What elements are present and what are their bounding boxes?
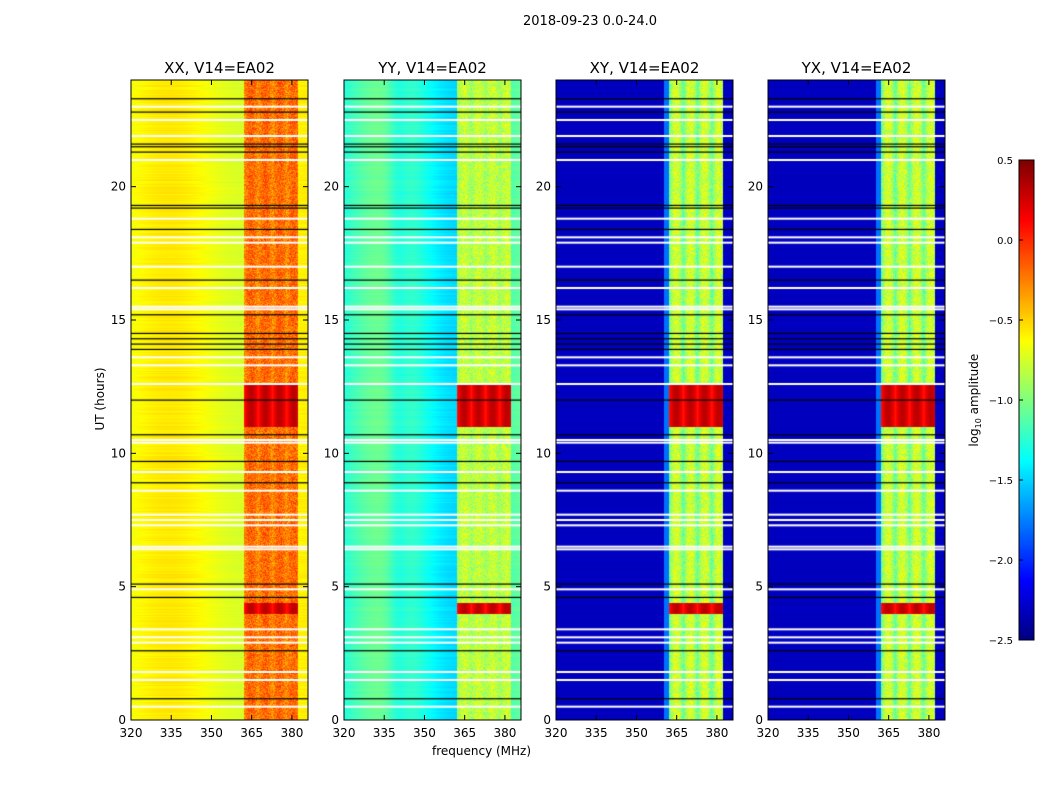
- panel-frame: [130, 79, 309, 721]
- y-tick-label: 10: [324, 446, 339, 460]
- y-tick-label: 0: [118, 713, 126, 727]
- colorbar-tick-label: −2.0: [989, 556, 1013, 567]
- x-tick-label: 335: [797, 726, 820, 740]
- colorbar: [1019, 160, 1034, 640]
- y-tick-label: 15: [324, 313, 339, 327]
- panel-title-xy: XY, V14=EA02: [589, 59, 700, 77]
- x-tick-label: 320: [757, 726, 780, 740]
- y-tick-label: 20: [324, 180, 339, 194]
- y-tick-label: 5: [755, 580, 763, 594]
- colorbar-label: log10 amplitude: [966, 353, 984, 447]
- x-tick-label: 320: [333, 726, 356, 740]
- panel-title-yy: YY, V14=EA02: [378, 59, 487, 77]
- y-tick-label: 10: [748, 446, 763, 460]
- y-tick-label: 5: [543, 580, 551, 594]
- y-tick-label: 0: [755, 713, 763, 727]
- colorbar-tick-label: −2.5: [989, 636, 1013, 647]
- colorbar-tick-label: 0.5: [997, 156, 1013, 167]
- y-tick-label: 20: [536, 180, 551, 194]
- x-tick-label: 320: [545, 726, 568, 740]
- x-tick-label: 350: [200, 726, 223, 740]
- x-tick-label: 380: [280, 726, 303, 740]
- x-tick-label: 320: [120, 726, 143, 740]
- colorbar-tick-label: 0.0: [997, 236, 1013, 247]
- figure-title: 2018-09-23 0.0-24.0: [523, 14, 657, 29]
- x-tick-label: 365: [877, 726, 900, 740]
- panel-frame: [767, 79, 946, 721]
- x-tick-label: 335: [585, 726, 608, 740]
- x-tick-label: 335: [373, 726, 396, 740]
- colorbar-tick-label: −0.5: [989, 316, 1013, 327]
- x-tick-label: 350: [837, 726, 860, 740]
- panel-frame: [343, 79, 522, 721]
- y-tick-label: 15: [111, 313, 126, 327]
- heatmap-yy: [344, 80, 521, 720]
- panel-frame: [555, 79, 734, 721]
- y-tick-label: 0: [543, 713, 551, 727]
- x-tick-label: 380: [705, 726, 728, 740]
- y-tick-label: 15: [536, 313, 551, 327]
- y-axis-label: UT (hours): [93, 367, 107, 431]
- x-tick-label: 380: [917, 726, 940, 740]
- x-tick-label: 380: [493, 726, 516, 740]
- x-tick-label: 335: [160, 726, 183, 740]
- y-tick-label: 20: [748, 180, 763, 194]
- x-tick-label: 350: [625, 726, 648, 740]
- heatmap-xx: [131, 80, 308, 720]
- x-tick-label: 350: [413, 726, 436, 740]
- y-tick-label: 5: [331, 580, 339, 594]
- y-tick-label: 10: [111, 446, 126, 460]
- y-tick-label: 5: [118, 580, 126, 594]
- panel-title-yx: YX, V14=EA02: [801, 59, 912, 77]
- heatmap-xy: [556, 80, 733, 720]
- x-tick-label: 365: [240, 726, 263, 740]
- y-tick-label: 20: [111, 180, 126, 194]
- x-axis-label: frequency (MHz): [432, 744, 532, 758]
- colorbar-tick-label: −1.0: [989, 396, 1013, 407]
- x-tick-label: 365: [453, 726, 476, 740]
- y-tick-label: 0: [331, 713, 339, 727]
- x-tick-label: 365: [665, 726, 688, 740]
- y-tick-label: 10: [536, 446, 551, 460]
- panel-title-xx: XX, V14=EA02: [164, 59, 275, 77]
- colorbar-tick-label: −1.5: [989, 476, 1013, 487]
- y-tick-label: 15: [748, 313, 763, 327]
- heatmap-yx: [768, 80, 945, 720]
